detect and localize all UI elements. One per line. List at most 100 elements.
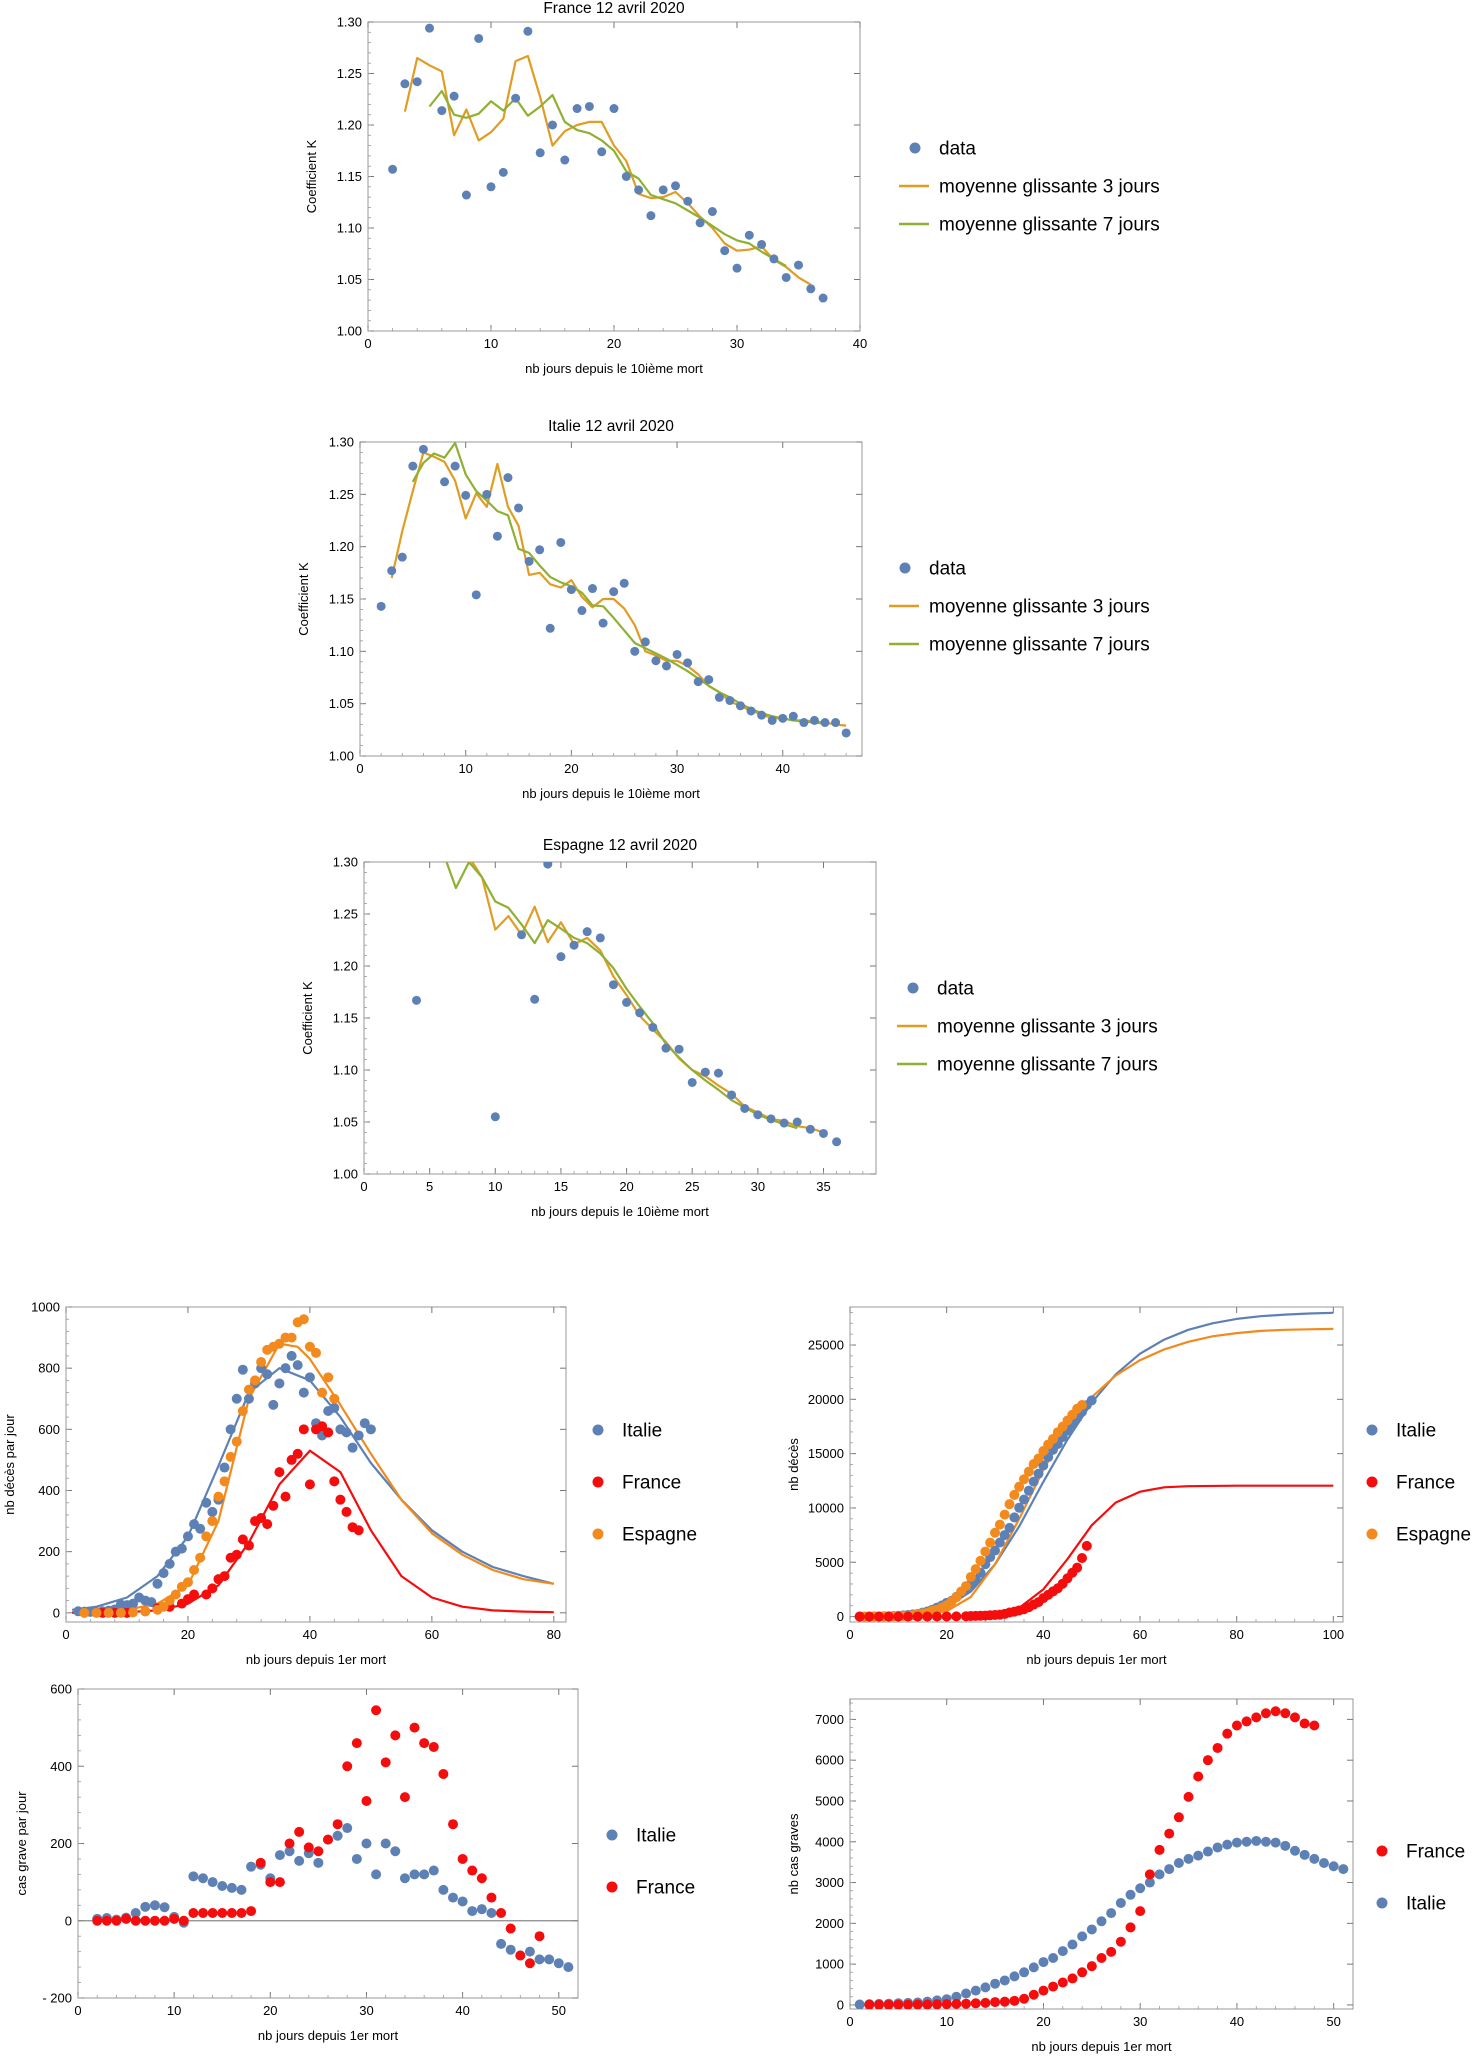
data-point bbox=[781, 272, 791, 282]
data-point-france bbox=[329, 1476, 340, 1487]
data-point bbox=[720, 246, 730, 256]
data-point-italie bbox=[438, 1884, 449, 1895]
y-tick-label: 7000 bbox=[815, 1712, 844, 1727]
data-point-espagne bbox=[985, 1537, 996, 1548]
data-point bbox=[820, 718, 830, 728]
data-point-france bbox=[294, 1826, 305, 1837]
data-point-italie bbox=[1077, 1931, 1088, 1942]
data-point-espagne bbox=[323, 1372, 334, 1383]
data-point bbox=[517, 930, 527, 940]
data-point-italie bbox=[1086, 1395, 1097, 1406]
data-point-france bbox=[883, 1611, 894, 1622]
legend-label: moyenne glissante 7 jours bbox=[939, 215, 1160, 236]
data-point bbox=[740, 1103, 750, 1113]
data-point-france bbox=[149, 1915, 160, 1926]
data-point bbox=[609, 587, 619, 597]
data-point-france bbox=[1260, 1708, 1271, 1719]
data-point-italie bbox=[298, 1387, 309, 1398]
data-point bbox=[635, 1008, 645, 1018]
series-line-moyenne-glissante-3-jours bbox=[403, 54, 812, 286]
y-tick-label: 400 bbox=[38, 1483, 60, 1498]
series-line-Espagne bbox=[854, 1327, 1334, 1618]
legend: data moyenne glissante 3 jours moyenne gli… bbox=[897, 979, 1158, 1076]
data-point-italie bbox=[961, 1988, 972, 1999]
x-tick-label: 50 bbox=[552, 2003, 566, 2018]
y-tick-label: 200 bbox=[38, 1544, 60, 1559]
data-point-italie bbox=[152, 1578, 163, 1589]
y-tick-label: 1.05 bbox=[337, 272, 362, 287]
data-point bbox=[674, 1044, 684, 1054]
data-point-france bbox=[274, 1877, 285, 1888]
data-point bbox=[622, 997, 632, 1007]
data-point-france bbox=[207, 1908, 218, 1919]
data-point bbox=[461, 490, 471, 500]
x-tick-label: 0 bbox=[356, 761, 363, 776]
data-point-france bbox=[1009, 1995, 1020, 2006]
data-point-france bbox=[274, 1467, 285, 1478]
y-tick-label: 1.30 bbox=[329, 435, 354, 450]
data-point-france bbox=[1154, 1844, 1165, 1855]
data-point-italie bbox=[951, 1991, 962, 2002]
data-point-italie bbox=[1328, 1861, 1339, 1872]
data-point-espagne bbox=[250, 1375, 261, 1386]
data-point-espagne bbox=[994, 1519, 1005, 1530]
data-point-france bbox=[1299, 1718, 1310, 1729]
data-point-france bbox=[1028, 1989, 1039, 2000]
data-point bbox=[619, 578, 629, 588]
data-point bbox=[486, 182, 496, 192]
data-point-italie bbox=[182, 1531, 193, 1542]
chart-france: 0 10 20 30 40 1.00 1.05 1.10 1.15 1.20 1.25 1.30 Fra… bbox=[304, 0, 1160, 376]
y-tick-label: 600 bbox=[50, 1682, 72, 1697]
data-point-espagne bbox=[213, 1491, 224, 1502]
data-point bbox=[432, 442, 436, 443]
data-point bbox=[535, 545, 545, 555]
data-point-france bbox=[1183, 1791, 1194, 1802]
x-tick-label: 30 bbox=[359, 2003, 373, 2018]
legend: Italie France Espagne bbox=[1366, 1421, 1471, 1546]
x-tick-label: 10 bbox=[484, 336, 498, 351]
x-tick-label: 40 bbox=[853, 336, 867, 351]
x-tick-label: 10 bbox=[167, 2003, 181, 2018]
data-point bbox=[545, 623, 555, 633]
chart-title: Italie 12 avril 2020 bbox=[548, 418, 674, 435]
data-point-italie bbox=[999, 1530, 1010, 1541]
legend-label: Italie bbox=[1406, 1894, 1446, 1915]
data-point-italie bbox=[1106, 1908, 1117, 1919]
data-point-italie bbox=[1019, 1494, 1029, 1505]
y-axis-label: Coefficient K bbox=[296, 562, 311, 636]
data-point bbox=[672, 649, 682, 659]
data-point-france bbox=[932, 1611, 942, 1622]
data-point-italie bbox=[1028, 1962, 1039, 1973]
data-point bbox=[598, 618, 608, 628]
data-point bbox=[608, 980, 618, 990]
x-tick-label: 60 bbox=[1133, 1627, 1147, 1642]
data-point-italie bbox=[994, 1537, 1005, 1548]
series-line-Italie bbox=[854, 1311, 1334, 1618]
data-point-italie bbox=[980, 1982, 991, 1993]
data-point-france bbox=[243, 1540, 254, 1551]
legend-label: Espagne bbox=[622, 1525, 697, 1546]
x-tick-label: 50 bbox=[1326, 2014, 1340, 2029]
data-point bbox=[648, 1022, 658, 1032]
data-point-espagne bbox=[231, 1436, 242, 1447]
data-point-italie bbox=[1033, 1468, 1044, 1479]
y-axis-label: nb cas graves bbox=[786, 1813, 801, 1894]
data-point bbox=[732, 263, 742, 273]
data-point-italie bbox=[534, 1954, 545, 1965]
data-point-france bbox=[534, 1931, 545, 1942]
data-point-italie bbox=[409, 1869, 420, 1880]
data-point-italie bbox=[553, 1958, 564, 1969]
x-tick-label: 20 bbox=[607, 336, 621, 351]
y-tick-label: 1.25 bbox=[329, 487, 354, 502]
y-tick-label: 1.00 bbox=[329, 749, 354, 764]
data-point-espagne bbox=[207, 1516, 218, 1527]
data-point-espagne bbox=[164, 1595, 175, 1606]
y-tick-label: 0 bbox=[837, 1997, 844, 2012]
legend-label: Italie bbox=[1396, 1421, 1436, 1442]
data-point-france bbox=[864, 1611, 875, 1622]
data-point-espagne bbox=[103, 1607, 114, 1618]
data-point-italie bbox=[329, 1402, 340, 1413]
data-point-italie bbox=[524, 1946, 535, 1957]
data-point-france bbox=[298, 1424, 309, 1435]
data-point bbox=[658, 185, 668, 195]
